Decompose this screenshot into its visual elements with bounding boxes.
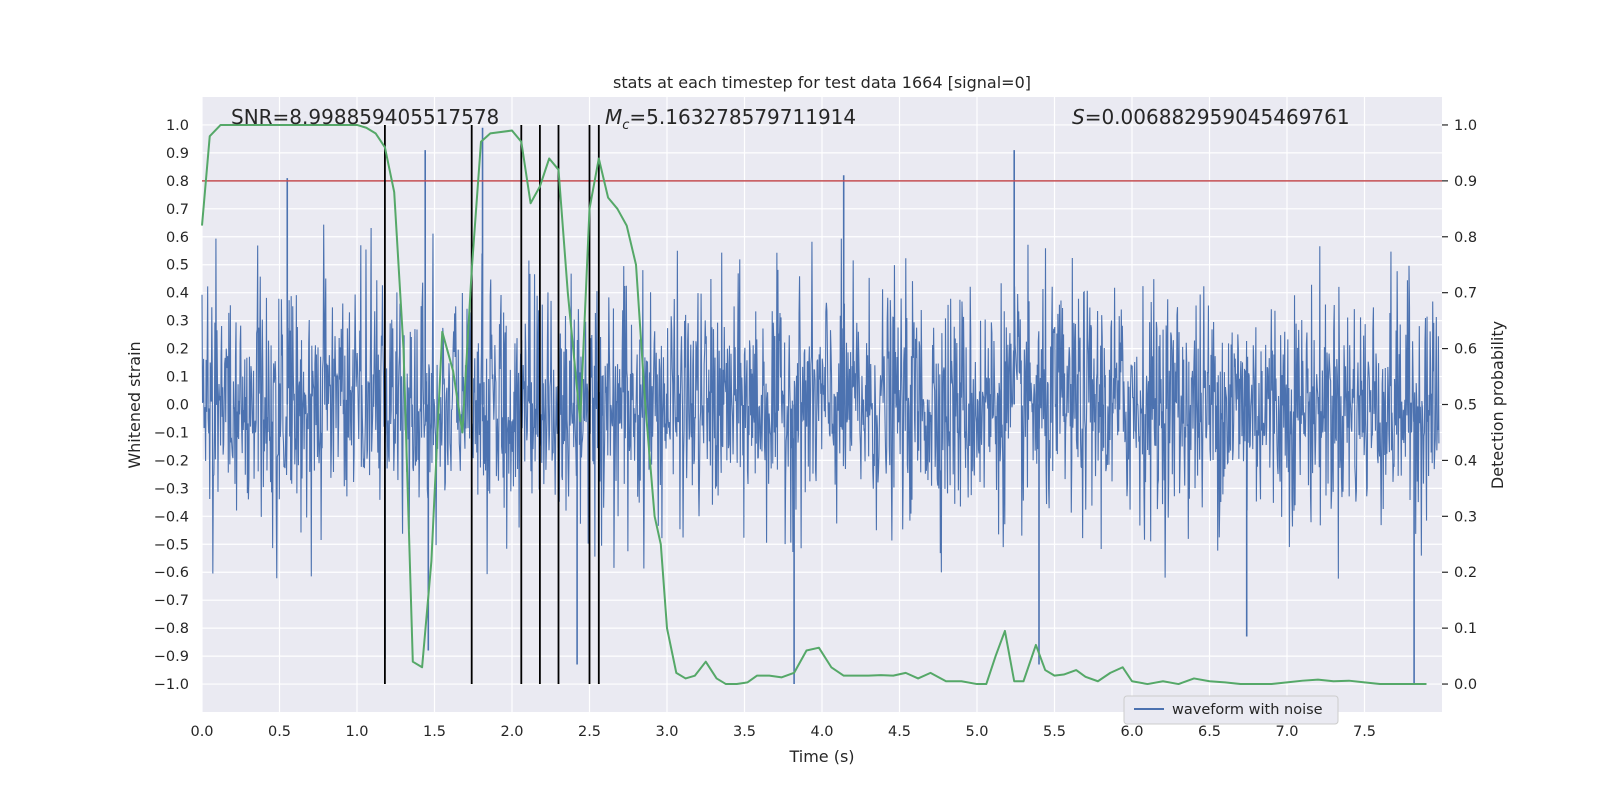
- y-left-tick-label: 0.5: [166, 258, 189, 274]
- probability-series: [201, 123, 1427, 686]
- y-right-tick-label: 0.1: [1454, 621, 1477, 637]
- y-left-tick-label: 0.6: [166, 230, 189, 246]
- y-left-tick-label: 0.3: [166, 314, 189, 330]
- y-right-axis-label: Detection probability: [1488, 321, 1507, 489]
- x-tick-label: 7.0: [1275, 724, 1298, 740]
- legend-entry-waveform: waveform with noise: [1172, 702, 1323, 718]
- x-tick-label: 4.0: [810, 724, 833, 740]
- x-tick-label: 7.5: [1353, 724, 1376, 740]
- chirp-mass-subscript: c: [622, 118, 629, 133]
- y-left-tick-label: 1.0: [166, 118, 189, 134]
- y-left-tick-label: 0.4: [166, 286, 189, 302]
- x-tick-label: 0.5: [268, 724, 291, 740]
- waveform-line: [201, 224, 1440, 579]
- x-tick-label: 5.0: [965, 724, 988, 740]
- s-symbol: S: [1072, 105, 1085, 129]
- x-tick-label: 0.0: [190, 724, 213, 740]
- probability-line: [201, 123, 1427, 686]
- x-tick-label: 2.0: [500, 724, 523, 740]
- x-tick-label: 5.5: [1043, 724, 1066, 740]
- y-left-tick-label: −0.1: [154, 425, 189, 441]
- x-axis-ticks: 0.0 0.5 1.0 1.5 2.0 2.5 3.0 3.5 4.0 4.5 5.0 5.5 6.0 6…: [190, 724, 1376, 740]
- x-tick-label: 1.0: [345, 724, 368, 740]
- y-left-axis-ticks: 1.0 0.9 0.8 0.7 0.6 0.5 0.4 0.3 0.2 0.1 0.0 −0.1 −0.…: [154, 118, 189, 693]
- y-right-tick-label: 0.9: [1454, 174, 1477, 190]
- x-tick-label: 3.5: [733, 724, 756, 740]
- y-left-tick-label: −0.7: [154, 593, 189, 609]
- legend-box: [1123, 695, 1339, 725]
- legend: waveform with noise: [1123, 695, 1339, 725]
- y-left-tick-label: 0.1: [166, 370, 189, 386]
- y-right-tick-label: 0.5: [1454, 398, 1477, 414]
- y-right-tick-label: 0.8: [1454, 230, 1477, 246]
- y-right-tick-label: 0.7: [1454, 286, 1477, 302]
- y-right-tick-label: 0.6: [1454, 342, 1477, 358]
- x-tick-label: 6.0: [1120, 724, 1143, 740]
- y-left-tick-label: 0.0: [166, 398, 189, 414]
- y-left-tick-label: 0.2: [166, 342, 189, 358]
- y-right-axis-ticks: 1.0 0.9 0.8 0.7 0.6 0.5 0.4 0.3 0.2 0.1 0.0: [1442, 118, 1477, 693]
- snr-annotation: SNR=8.998859405517578: [231, 105, 499, 129]
- y-left-tick-label: −0.8: [154, 621, 189, 637]
- y-left-tick-label: 0.8: [166, 174, 189, 190]
- y-left-tick-label: −0.3: [154, 481, 189, 497]
- y-right-tick-label: 1.0: [1454, 118, 1477, 134]
- y-left-tick-label: −0.5: [154, 537, 189, 553]
- chirp-mass-value: =5.163278579711914: [629, 105, 856, 129]
- chart-title: stats at each timestep for test data 166…: [613, 73, 1031, 92]
- y-left-axis-label: Whitened strain: [125, 341, 144, 468]
- x-axis-label: Time (s): [788, 747, 854, 766]
- y-left-tick-label: 0.9: [166, 146, 189, 162]
- y-left-tick-label: −0.9: [154, 649, 189, 665]
- x-tick-label: 1.5: [423, 724, 446, 740]
- chirp-mass-annotation: Mc=5.163278579711914: [605, 105, 856, 133]
- vertical-markers: [383, 124, 600, 685]
- x-tick-label: 3.0: [655, 724, 678, 740]
- y-right-tick-label: 0.2: [1454, 565, 1477, 581]
- chirp-mass-symbol: M: [605, 105, 622, 129]
- x-tick-label: 6.5: [1198, 724, 1221, 740]
- x-tick-label: 2.5: [578, 724, 601, 740]
- x-tick-label: 4.5: [888, 724, 911, 740]
- y-right-tick-label: 0.3: [1454, 509, 1477, 525]
- s-value: =0.006882959045469761: [1085, 105, 1350, 129]
- s-annotation: S=0.006882959045469761: [1072, 105, 1350, 129]
- y-left-tick-label: −1.0: [154, 677, 189, 693]
- y-right-tick-label: 0.4: [1454, 453, 1477, 469]
- y-left-tick-label: −0.4: [154, 509, 189, 525]
- y-left-tick-label: 0.7: [166, 202, 189, 218]
- y-right-tick-label: 0.0: [1454, 677, 1477, 693]
- waveform-series: [201, 127, 1440, 685]
- y-left-tick-label: −0.6: [154, 565, 189, 581]
- y-left-tick-label: −0.2: [154, 453, 189, 469]
